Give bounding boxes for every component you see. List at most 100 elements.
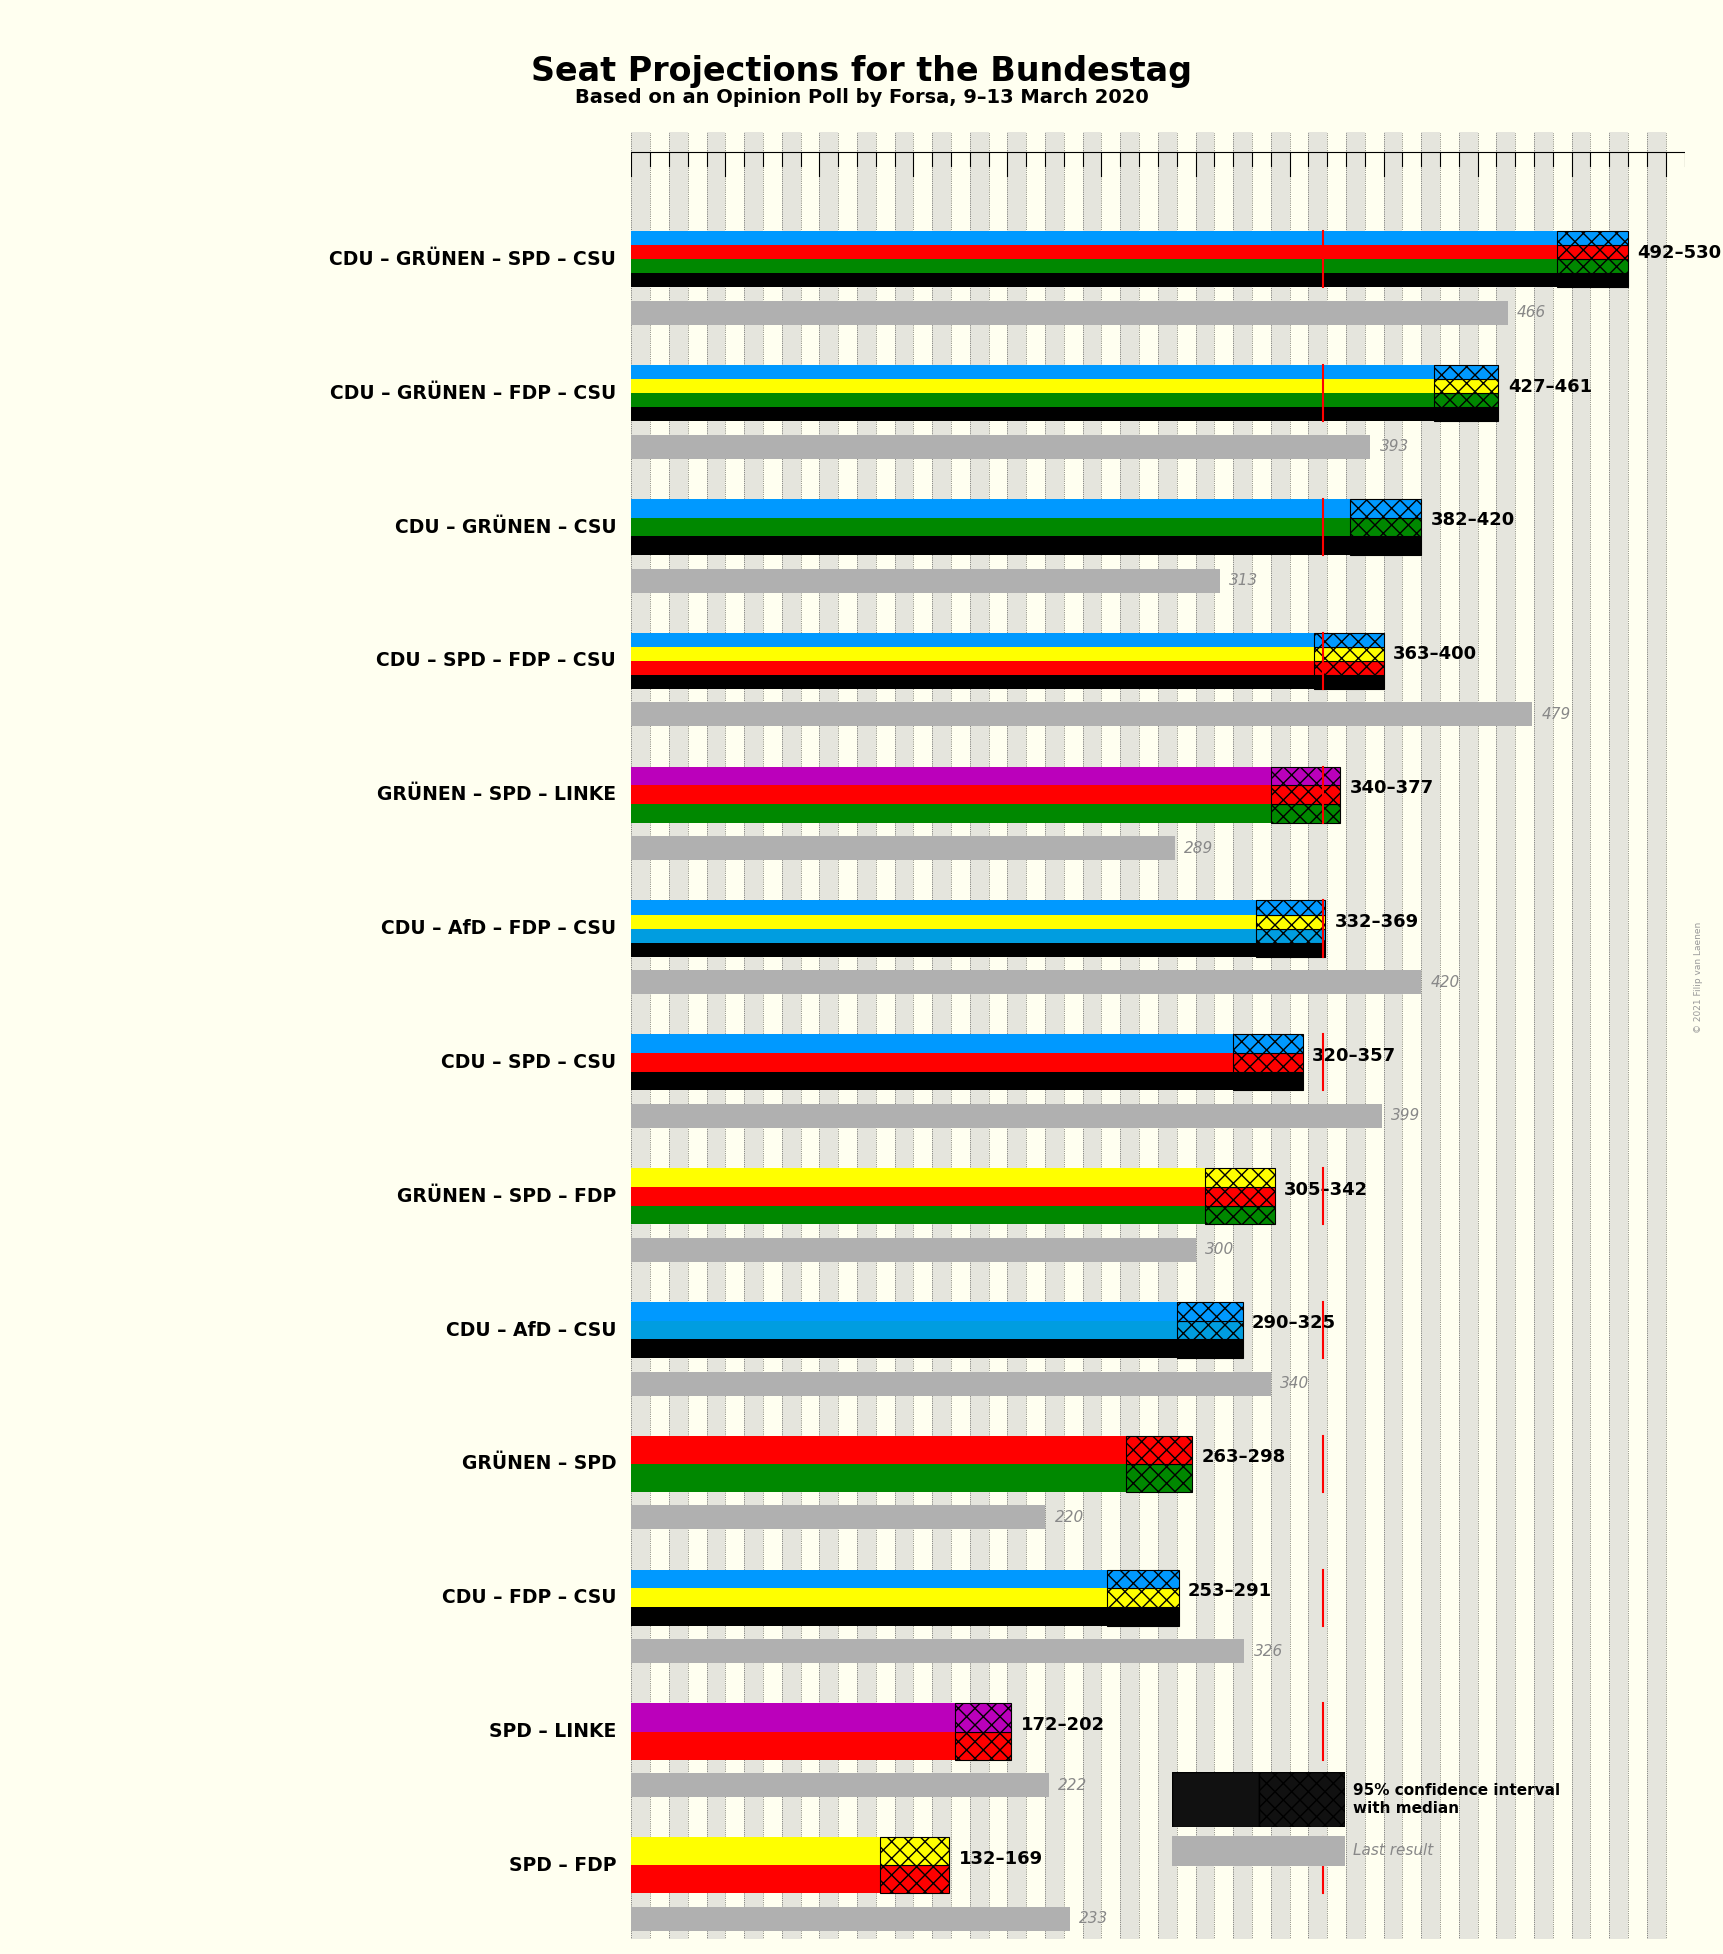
Bar [1515, 133, 1533, 1938]
Bar [631, 969, 1420, 995]
Text: 492–530: 492–530 [1637, 244, 1721, 262]
Bar [1349, 518, 1420, 537]
Bar [631, 1206, 1239, 1225]
Bar [1177, 1338, 1242, 1358]
Bar [631, 1704, 982, 1731]
Bar [1496, 133, 1515, 1938]
Bar [1177, 133, 1194, 1938]
Text: 340: 340 [1280, 1376, 1309, 1391]
Bar [1270, 133, 1289, 1938]
Bar [631, 1301, 1208, 1321]
Bar [1349, 537, 1420, 555]
Text: 289: 289 [1184, 840, 1213, 856]
Bar [1434, 365, 1497, 379]
Text: 132–169: 132–169 [958, 1850, 1042, 1868]
Bar [631, 901, 1289, 914]
Bar [1556, 246, 1627, 260]
Bar [1552, 133, 1571, 1938]
Text: CDU – GRÜNEN – FDP – CSU: CDU – GRÜNEN – FDP – CSU [329, 383, 615, 403]
Bar [631, 1186, 1239, 1206]
Bar [1401, 133, 1420, 1938]
Bar [955, 1704, 1011, 1731]
Text: 340–377: 340–377 [1349, 780, 1434, 797]
Text: CDU – AfD – FDP – CSU: CDU – AfD – FDP – CSU [381, 918, 615, 938]
Bar [631, 1639, 1244, 1663]
Text: CDU – GRÜNEN – SPD – CSU: CDU – GRÜNEN – SPD – CSU [329, 250, 615, 270]
Bar [781, 133, 799, 1938]
Bar [631, 1338, 1208, 1358]
Bar [1365, 133, 1384, 1938]
Bar [799, 133, 818, 1938]
Text: 222: 222 [1058, 1778, 1087, 1792]
Bar [1194, 133, 1213, 1938]
Bar [1213, 133, 1232, 1938]
Bar [631, 498, 1385, 518]
Bar [631, 1837, 913, 1866]
Bar [1434, 393, 1497, 406]
Bar [631, 1606, 1142, 1626]
Bar [913, 133, 932, 1938]
Bar [631, 660, 1347, 674]
Bar [1254, 928, 1325, 942]
Text: 479: 479 [1540, 707, 1570, 721]
Bar [1106, 1606, 1179, 1626]
Bar [631, 393, 1466, 406]
Bar [725, 133, 744, 1938]
Bar [1556, 231, 1627, 246]
Bar [631, 805, 1304, 823]
Bar [1172, 1772, 1258, 1827]
Text: 393: 393 [1378, 440, 1408, 453]
Bar [631, 434, 1370, 459]
Bar [1313, 660, 1384, 674]
Text: GRÜNEN – SPD – LINKE: GRÜNEN – SPD – LINKE [377, 786, 615, 805]
Bar [631, 1321, 1208, 1338]
Bar [1204, 1206, 1273, 1225]
Bar [837, 133, 856, 1938]
Bar [631, 1168, 1239, 1186]
Bar [631, 133, 650, 1938]
Bar [631, 1464, 1158, 1493]
Bar [1125, 1436, 1191, 1464]
Bar [631, 406, 1466, 422]
Bar [631, 1772, 1048, 1798]
Bar [631, 1104, 1380, 1127]
Text: © 2021 Filip van Laenen: © 2021 Filip van Laenen [1692, 922, 1702, 1032]
Bar [631, 1589, 1142, 1606]
Bar [1251, 133, 1270, 1938]
Bar [818, 133, 837, 1938]
Bar [631, 1907, 1068, 1931]
Bar [1434, 379, 1497, 393]
Bar [631, 1569, 1142, 1589]
Text: 300: 300 [1204, 1243, 1234, 1256]
Bar [1556, 274, 1627, 287]
Bar [1158, 133, 1177, 1938]
Bar [1232, 133, 1251, 1938]
Text: CDU – SPD – CSU: CDU – SPD – CSU [441, 1053, 615, 1073]
Bar [631, 942, 1289, 957]
Bar [631, 1053, 1266, 1071]
Bar [1533, 133, 1552, 1938]
Bar [1571, 133, 1590, 1938]
Bar [631, 1436, 1158, 1464]
Bar [1139, 133, 1158, 1938]
Bar [631, 246, 1592, 260]
Bar [1683, 133, 1702, 1938]
Text: Last result: Last result [1353, 1843, 1434, 1858]
Bar [970, 133, 987, 1938]
Text: 466: 466 [1516, 305, 1546, 320]
Bar [1627, 133, 1645, 1938]
Bar [631, 260, 1592, 274]
Bar [856, 133, 875, 1938]
Text: 313: 313 [1228, 573, 1258, 588]
Bar [1477, 133, 1496, 1938]
Text: 320–357: 320–357 [1311, 1047, 1396, 1065]
Text: SPD – FDP: SPD – FDP [508, 1856, 615, 1876]
Bar [1044, 133, 1063, 1938]
Bar [1254, 942, 1325, 957]
Bar [879, 1837, 949, 1866]
Bar [631, 928, 1289, 942]
Bar [631, 1372, 1270, 1395]
Text: 326: 326 [1253, 1643, 1282, 1659]
Text: 427–461: 427–461 [1508, 377, 1590, 395]
Bar [1313, 674, 1384, 690]
